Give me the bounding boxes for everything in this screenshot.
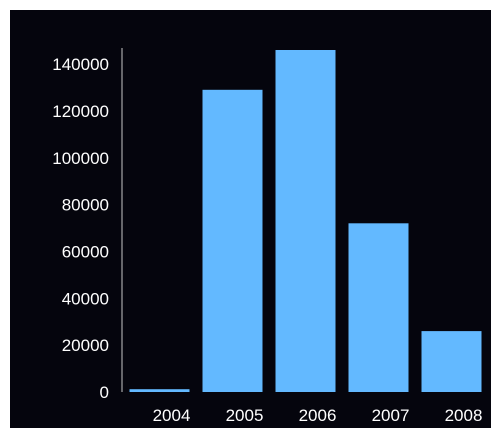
y-axis: 0 20000 40000 60000 80000 100000 120000 140000 bbox=[52, 48, 123, 402]
bar-2006 bbox=[275, 50, 336, 392]
x-tick-label: 2004 bbox=[153, 406, 191, 425]
y-tick-label: 100000 bbox=[52, 149, 109, 168]
x-tick-label: 2005 bbox=[226, 406, 264, 425]
x-axis: 2004 2005 2006 2007 2008 bbox=[153, 406, 483, 425]
bar-2005 bbox=[202, 89, 263, 393]
y-tick-label: 60000 bbox=[62, 242, 109, 261]
y-tick-label: 20000 bbox=[62, 336, 109, 355]
y-tick-label: 40000 bbox=[62, 289, 109, 308]
bars-group bbox=[129, 50, 482, 393]
bar-chart: 020000400006000080000100000120000140000 … bbox=[52, 48, 483, 425]
y-tick-label: 80000 bbox=[62, 196, 109, 215]
y-tick-label: 140000 bbox=[52, 55, 109, 74]
x-tick-label: 2006 bbox=[299, 406, 337, 425]
bar-2004 bbox=[129, 389, 190, 392]
bar-2007 bbox=[348, 223, 409, 392]
y-tick-label: 0 bbox=[100, 383, 109, 402]
chart-panel: 0 20000 40000 60000 80000 100000 120000 140000 … bbox=[10, 10, 491, 428]
x-tick-label: 2008 bbox=[445, 406, 483, 425]
bar-2008 bbox=[421, 331, 482, 392]
y-tick-label: 120000 bbox=[52, 102, 109, 121]
x-tick-label: 2007 bbox=[372, 406, 410, 425]
